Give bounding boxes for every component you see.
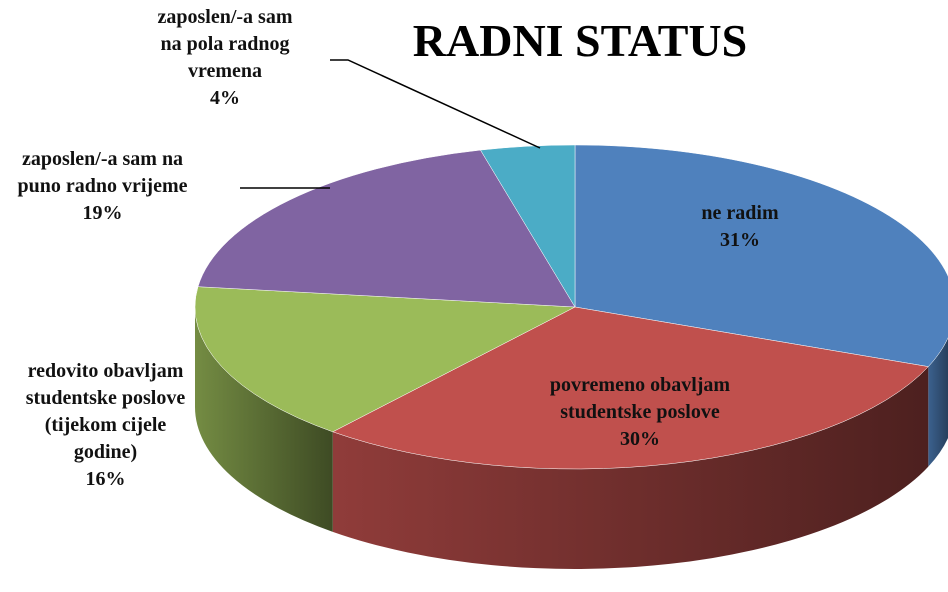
slice bbox=[194, 286, 576, 433]
label-value: 4% bbox=[210, 87, 240, 109]
slice bbox=[574, 144, 948, 367]
slice-label: redovito obavljam studentske poslove (ti… bbox=[18, 358, 193, 493]
label-name: povremeno obavljam studentske poslove bbox=[549, 374, 731, 423]
slice-label: zaposlen/-a sam na puno radno vrijeme 19% bbox=[5, 146, 200, 227]
slice bbox=[480, 144, 576, 308]
slice-label: ne radim 31% bbox=[640, 200, 840, 254]
label-value: 30% bbox=[620, 428, 660, 450]
label-value: 16% bbox=[85, 468, 126, 490]
label-name: zaposlen/-a sam na pola radnog vremena bbox=[157, 6, 293, 82]
slice bbox=[332, 306, 929, 470]
label-name: redovito obavljam studentske poslove (ti… bbox=[25, 360, 186, 463]
slice-label: zaposlen/-a sam na pola radnog vremena 4% bbox=[145, 4, 305, 112]
label-name: zaposlen/-a sam na puno radno vrijeme bbox=[17, 148, 188, 197]
slice bbox=[197, 149, 576, 308]
slice-side bbox=[332, 366, 929, 569]
slice-side bbox=[928, 337, 948, 467]
label-value: 31% bbox=[720, 229, 760, 251]
slice-side bbox=[195, 307, 333, 532]
leader-line bbox=[330, 59, 541, 149]
label-name: ne radim bbox=[701, 202, 779, 224]
label-value: 19% bbox=[82, 202, 123, 224]
slice-label: povremeno obavljam studentske poslove 30% bbox=[520, 372, 760, 453]
chart-title: RADNI STATUS bbox=[412, 15, 748, 66]
